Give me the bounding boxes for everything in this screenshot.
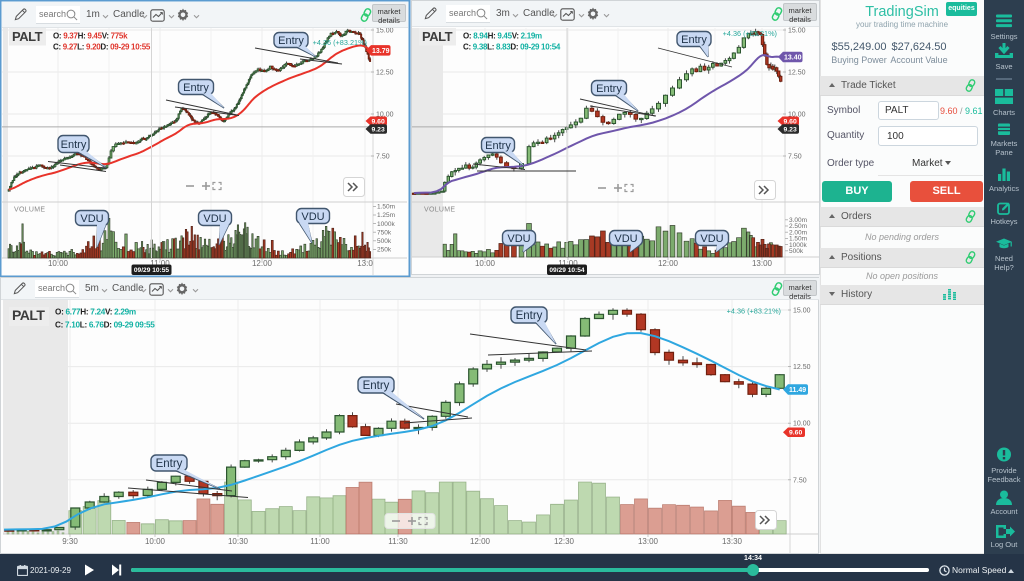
svg-text:09/29 10:55: 09/29 10:55 — [134, 267, 170, 274]
svg-text:9:30: 9:30 — [62, 537, 78, 546]
svg-text:11.49: 11.49 — [789, 387, 806, 394]
svg-text:O: 9.37H: 9.45V: 775k: O: 9.37H: 9.45V: 775k — [53, 31, 128, 40]
svg-text:Entry: Entry — [485, 140, 511, 152]
svg-text:7.50: 7.50 — [793, 477, 807, 484]
svg-text:15.00: 15.00 — [788, 28, 806, 35]
svg-text:15.00: 15.00 — [376, 28, 394, 35]
svg-text:2.00m: 2.00m — [789, 229, 807, 236]
svg-text:1000k: 1000k — [789, 242, 807, 249]
svg-text:12:00: 12:00 — [470, 537, 491, 546]
svg-text:9.60: 9.60 — [784, 118, 797, 125]
svg-text:+4.36 (+83.21%): +4.36 (+83.21%) — [313, 38, 367, 47]
svg-text:13.40: 13.40 — [784, 54, 802, 61]
svg-text:Entry: Entry — [61, 139, 87, 151]
svg-text:500k: 500k — [789, 248, 804, 255]
svg-text:1.50m: 1.50m — [377, 204, 395, 211]
svg-text:11:30: 11:30 — [388, 537, 408, 546]
svg-text:750k: 750k — [377, 229, 392, 236]
svg-text:13:00: 13:00 — [638, 537, 659, 546]
svg-text:+4.36 (+83.21%): +4.36 (+83.21%) — [727, 307, 781, 316]
svg-text:10:00: 10:00 — [475, 259, 496, 268]
svg-text:VDU: VDU — [614, 233, 637, 245]
svg-text:7.50: 7.50 — [788, 154, 802, 161]
svg-text:PALT: PALT — [12, 29, 43, 44]
svg-text:Entry: Entry — [516, 310, 543, 322]
svg-text:Entry: Entry — [363, 380, 390, 392]
svg-text:VDU: VDU — [507, 233, 530, 245]
svg-text:O: 8.94H: 9.45V: 2.19m: O: 8.94H: 9.45V: 2.19m — [463, 31, 542, 40]
svg-text:10:00: 10:00 — [48, 259, 69, 268]
svg-text:12.50: 12.50 — [376, 70, 394, 77]
svg-text:3.00m: 3.00m — [789, 217, 807, 224]
svg-text:VOLUME: VOLUME — [424, 207, 455, 214]
svg-text:PALT: PALT — [12, 307, 45, 323]
svg-text:O: 6.77H: 7.24V: 2.29m: O: 6.77H: 7.24V: 2.29m — [55, 308, 136, 317]
svg-text:12.50: 12.50 — [788, 70, 806, 77]
svg-text:Entry: Entry — [681, 34, 707, 46]
svg-text:11:00: 11:00 — [558, 259, 578, 268]
svg-text:1.25m: 1.25m — [377, 212, 395, 219]
svg-text:+4.36 (+83.21%): +4.36 (+83.21%) — [723, 29, 777, 38]
svg-text:C: 7.10L: 6.76D: 09-29 09:55: C: 7.10L: 6.76D: 09-29 09:55 — [55, 321, 155, 330]
svg-text:15.00: 15.00 — [793, 308, 811, 315]
svg-text:2.50m: 2.50m — [789, 223, 807, 230]
svg-text:1.50m: 1.50m — [789, 236, 807, 243]
svg-text:Entry: Entry — [596, 83, 622, 95]
svg-text:12:00: 12:00 — [658, 259, 679, 268]
svg-text:7.50: 7.50 — [376, 154, 390, 161]
svg-text:Entry: Entry — [156, 458, 183, 470]
svg-text:Entry: Entry — [183, 82, 209, 94]
svg-text:Entry: Entry — [278, 35, 304, 47]
svg-text:VDU: VDU — [700, 233, 723, 245]
svg-text:10:00: 10:00 — [145, 537, 166, 546]
svg-text:250k: 250k — [377, 247, 392, 254]
svg-text:10:30: 10:30 — [228, 537, 249, 546]
svg-text:11:00: 11:00 — [150, 259, 170, 268]
svg-text:VDU: VDU — [80, 213, 103, 225]
svg-text:10.00: 10.00 — [793, 421, 811, 428]
svg-text:500k: 500k — [377, 238, 392, 245]
svg-text:13.79: 13.79 — [372, 48, 390, 55]
svg-text:10.00: 10.00 — [788, 112, 806, 119]
svg-text:VDU: VDU — [203, 213, 226, 225]
svg-text:1000k: 1000k — [377, 221, 395, 228]
svg-text:13:30: 13:30 — [722, 537, 743, 546]
svg-text:12.50: 12.50 — [793, 364, 811, 371]
svg-text:12:00: 12:00 — [252, 259, 273, 268]
svg-text:PALT: PALT — [422, 29, 453, 44]
svg-text:13:0: 13:0 — [357, 259, 373, 268]
svg-text:12:30: 12:30 — [554, 537, 575, 546]
svg-text:10.00: 10.00 — [376, 112, 394, 119]
svg-text:VOLUME: VOLUME — [14, 207, 45, 214]
svg-text:9.60: 9.60 — [789, 430, 802, 437]
svg-text:09/29 10:54: 09/29 10:54 — [549, 267, 585, 274]
svg-text:9.23: 9.23 — [372, 126, 385, 133]
svg-text:VDU: VDU — [301, 211, 324, 223]
svg-text:C: 9.38L: 8.83D: 09-29 10:54: C: 9.38L: 8.83D: 09-29 10:54 — [463, 43, 561, 52]
svg-text:9.60: 9.60 — [372, 118, 385, 125]
svg-text:11:00: 11:00 — [310, 537, 330, 546]
svg-text:13:00: 13:00 — [752, 259, 773, 268]
svg-text:9.23: 9.23 — [784, 126, 797, 133]
svg-text:C: 9.27L: 9.20D: 09-29 10:55: C: 9.27L: 9.20D: 09-29 10:55 — [53, 43, 151, 52]
